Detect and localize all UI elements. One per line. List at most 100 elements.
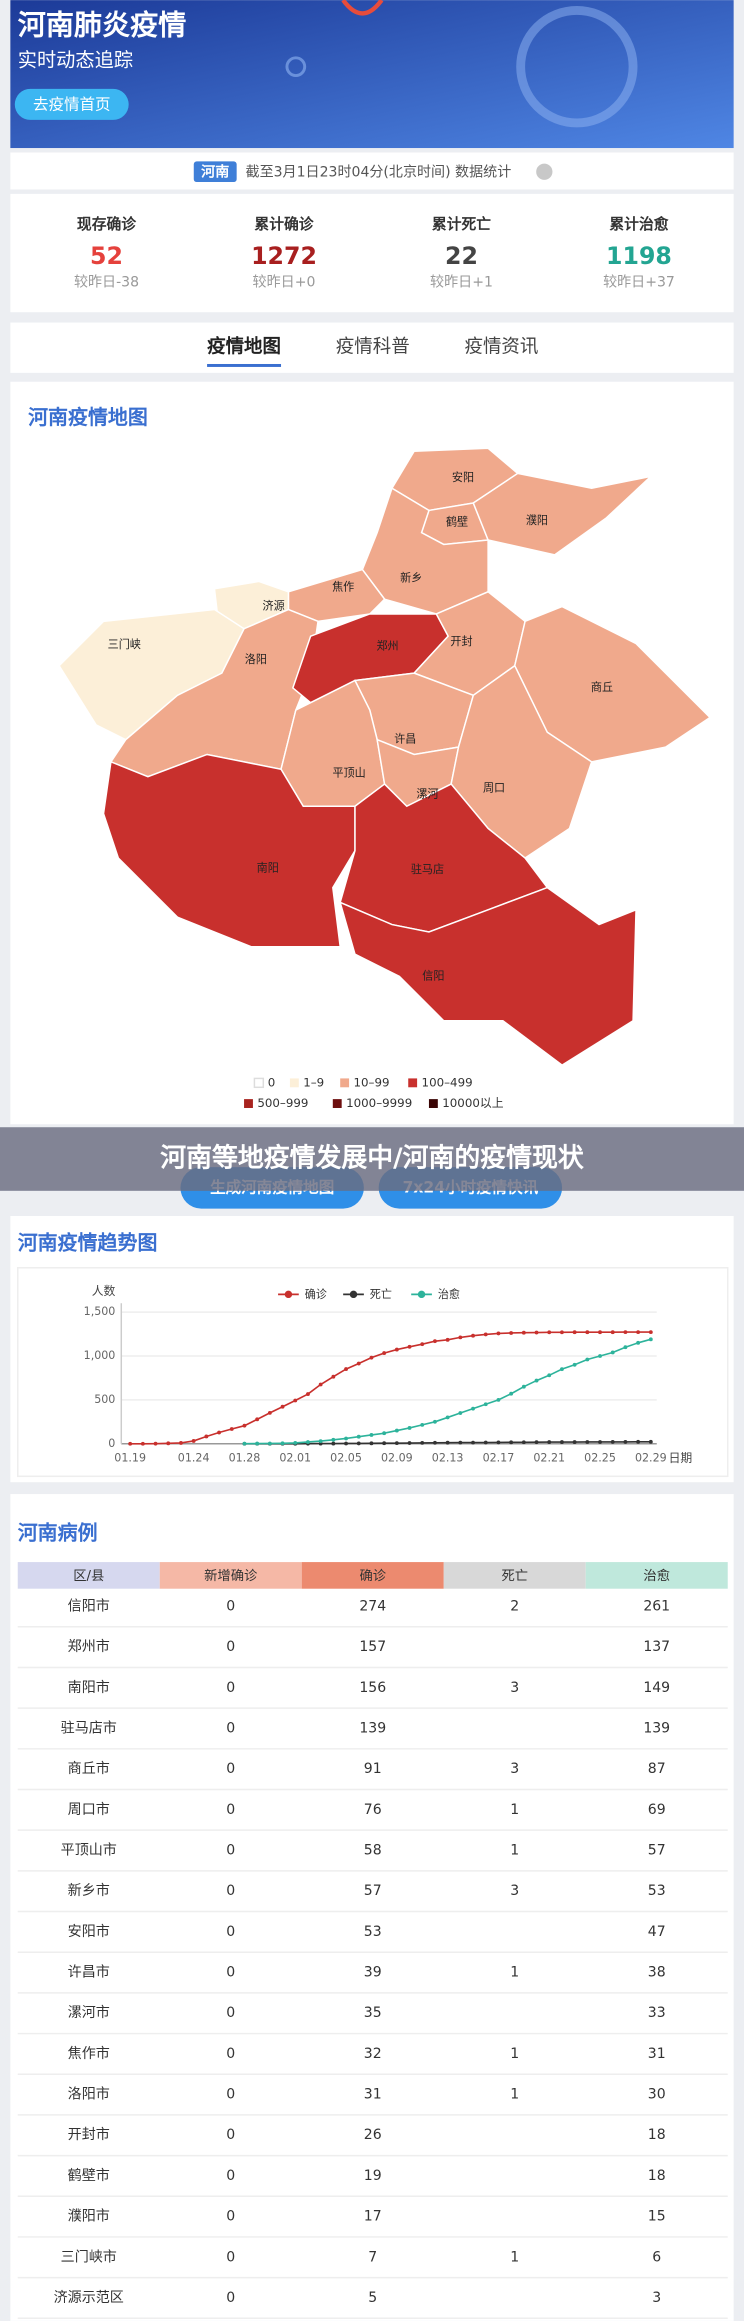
table-cell: 5 <box>368 2290 377 2306</box>
data-point <box>445 1440 450 1445</box>
tab[interactable]: 疫情资讯 <box>464 337 538 358</box>
data-point <box>356 1434 361 1439</box>
city-label: 焦作 <box>332 580 354 593</box>
table-cell: 18 <box>648 2127 666 2143</box>
legend-label: 100–499 <box>422 1075 473 1089</box>
data-point <box>623 1439 628 1444</box>
data-point <box>229 1427 234 1431</box>
table-cell: 郑州市 <box>68 1638 110 1655</box>
legend-label: 500–999 <box>257 1096 308 1110</box>
data-point <box>547 1330 552 1335</box>
data-point <box>369 1433 374 1437</box>
home-button-label[interactable]: 去疫情首页 <box>33 96 111 114</box>
header-cell <box>301 1562 444 1589</box>
table-cell: 0 <box>226 2087 235 2103</box>
data-point <box>547 1373 552 1378</box>
city-label: 商丘 <box>591 680 613 694</box>
data-point <box>509 1440 514 1445</box>
table-cell: 38 <box>648 1965 666 1981</box>
header-label: 区/县 <box>73 1569 104 1584</box>
header-cell <box>585 1562 728 1589</box>
data-point <box>445 1337 450 1342</box>
home-button[interactable] <box>14 88 129 120</box>
x-axis-label: 日期 <box>669 1451 693 1465</box>
x-tick-label: 01.19 <box>114 1452 146 1465</box>
data-point <box>267 1441 272 1446</box>
data-point <box>572 1330 577 1335</box>
city-label: 周口 <box>483 782 505 795</box>
stat-value: 52 <box>90 242 123 270</box>
table-cell: 17 <box>364 2209 382 2225</box>
tab[interactable]: 疫情科普 <box>336 337 410 358</box>
table-cell: 7 <box>368 2249 377 2265</box>
data-point <box>458 1335 463 1340</box>
data-point <box>509 1331 514 1335</box>
x-tick-label: 02.21 <box>533 1452 565 1465</box>
data-point <box>191 1439 196 1443</box>
table-cell: 53 <box>648 1883 666 1899</box>
table-cell: 商丘市 <box>68 1760 110 1777</box>
legend-label: 10–99 <box>354 1075 390 1089</box>
table-cell: 3 <box>652 2290 661 2306</box>
table-cell: 18 <box>648 2168 666 2184</box>
city-label: 新乡 <box>400 570 422 584</box>
table-cell: 261 <box>643 1598 670 1614</box>
legend-label: 确诊 <box>305 1287 327 1301</box>
data-point <box>382 1431 387 1436</box>
data-point <box>166 1441 171 1446</box>
legend-marker <box>284 1290 293 1299</box>
data-point <box>623 1330 628 1335</box>
city-label: 南阳 <box>257 861 279 874</box>
table-cell: 焦作市 <box>68 2045 110 2062</box>
table-cell: 32 <box>364 2046 382 2062</box>
table-cell: 南阳市 <box>68 1679 110 1696</box>
data-point <box>471 1406 475 1411</box>
stat-label: 累计确诊 <box>254 215 314 233</box>
tab[interactable]: 疫情地图 <box>207 336 281 358</box>
table-cell: 0 <box>226 1639 235 1655</box>
stat-label: 累计死亡 <box>432 215 491 233</box>
map-region[interactable] <box>339 886 637 1066</box>
stat-change: 较昨日+37 <box>603 274 675 291</box>
data-point <box>407 1441 412 1445</box>
data-point <box>280 1441 285 1446</box>
table-cell: 3 <box>510 1883 519 1899</box>
tab-bar <box>10 322 734 373</box>
table-cell: 0 <box>226 1720 235 1736</box>
data-point <box>610 1439 615 1444</box>
legend-label: 1–9 <box>303 1075 324 1089</box>
table-cell: 53 <box>364 1924 382 1940</box>
header-label: 治愈 <box>643 1568 670 1584</box>
data-point <box>420 1422 425 1427</box>
data-point <box>648 1439 653 1444</box>
data-point <box>420 1342 425 1347</box>
table-cell: 0 <box>226 1924 235 1940</box>
data-point <box>521 1330 526 1335</box>
header-title: 河南肺炎疫情 <box>18 9 187 42</box>
map-region[interactable] <box>472 472 654 556</box>
help-icon[interactable] <box>536 163 553 180</box>
table-cell: 35 <box>364 2005 382 2021</box>
data-point <box>356 1361 361 1366</box>
header-cell <box>443 1562 586 1589</box>
overlay-title: 河南等地疫情发展中/河南的疫情现状 <box>160 1143 584 1174</box>
data-point <box>255 1417 260 1422</box>
table-cell: 济源示范区 <box>54 2289 124 2306</box>
data-point <box>547 1440 552 1445</box>
data-point <box>217 1430 221 1435</box>
table-cell: 0 <box>226 2127 235 2143</box>
data-point <box>585 1357 590 1362</box>
stat-label: 现存确诊 <box>77 215 137 233</box>
city-label: 安阳 <box>452 470 474 484</box>
map-region[interactable] <box>102 753 356 948</box>
data-point <box>623 1345 628 1350</box>
data-point <box>394 1441 399 1446</box>
table-cell: 15 <box>648 2209 666 2225</box>
table-cell: 0 <box>226 2209 235 2225</box>
table-title: 河南病例 <box>18 1520 98 1544</box>
data-point <box>356 1441 361 1446</box>
data-point <box>598 1440 602 1444</box>
data-point <box>267 1410 272 1415</box>
data-point <box>293 1398 298 1403</box>
